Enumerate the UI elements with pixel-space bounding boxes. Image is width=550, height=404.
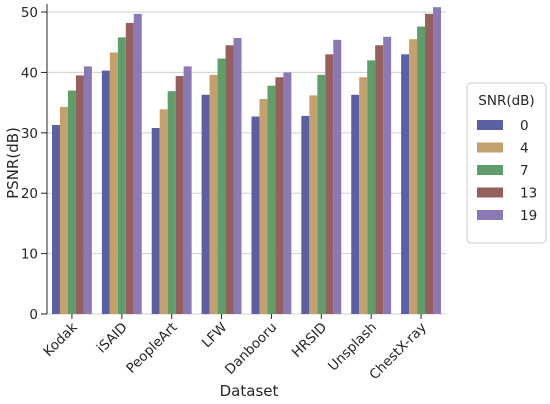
legend: SNR(dB) 0 4 7 13 19	[466, 82, 547, 244]
bar	[275, 77, 284, 314]
bar	[83, 66, 92, 315]
bar	[359, 77, 368, 314]
y-tick-label: 40	[21, 65, 38, 81]
bar	[167, 91, 176, 314]
bar	[183, 66, 192, 315]
legend-swatch	[477, 165, 503, 175]
bar	[151, 127, 160, 314]
bar	[125, 22, 134, 315]
bar	[75, 75, 84, 314]
bar	[333, 39, 342, 314]
y-axis-label: PSNR(dB)	[4, 127, 22, 199]
bar	[433, 7, 442, 314]
legend-swatch	[477, 142, 503, 153]
legend-swatch	[477, 210, 503, 220]
x-tick-label: Danbooru	[222, 320, 280, 378]
bar	[101, 70, 110, 315]
bar	[401, 54, 410, 315]
bar	[109, 52, 118, 315]
legend-swatch	[477, 120, 503, 130]
x-tick-label: HRSID	[289, 320, 330, 361]
bar	[375, 45, 384, 314]
bar	[259, 99, 268, 314]
bar	[383, 36, 392, 315]
bar	[201, 94, 210, 314]
bar	[267, 85, 276, 314]
bar	[51, 124, 60, 314]
x-tick-label: Kodak	[40, 319, 81, 360]
bar	[225, 45, 234, 314]
bar	[325, 54, 334, 315]
legend-label: 13	[520, 186, 537, 202]
bar	[67, 90, 76, 315]
legend-label: 0	[520, 118, 529, 134]
y-tick-label: 30	[21, 126, 38, 142]
x-tick-label: PeopleArt	[123, 320, 180, 377]
bar	[233, 38, 242, 314]
legend-items: 0 4 7 13 19	[477, 118, 537, 224]
bar	[417, 26, 426, 315]
bar	[367, 60, 376, 315]
bar	[133, 13, 142, 314]
bar	[409, 39, 418, 314]
y-tick-labels: 0 10 20 30 40 50	[21, 5, 47, 323]
legend-swatch	[477, 187, 503, 198]
x-axis-label: Dataset	[220, 382, 279, 400]
legend-label: 7	[520, 163, 529, 179]
bar	[59, 106, 68, 314]
y-tick-label: 0	[29, 307, 38, 323]
bar	[309, 95, 318, 314]
y-tick-label: 20	[21, 186, 38, 202]
legend-title: SNR(dB)	[478, 93, 534, 109]
bar	[159, 109, 168, 314]
bar	[217, 58, 226, 315]
legend-label: 19	[520, 208, 537, 224]
y-tick-label: 50	[21, 5, 38, 21]
bar	[317, 74, 326, 314]
bar	[209, 74, 218, 314]
y-tick-label: 10	[21, 247, 38, 263]
x-tick-label: LFW	[199, 320, 231, 352]
x-tick-label: iSAID	[94, 320, 131, 357]
bar	[175, 76, 184, 314]
legend-label: 4	[520, 141, 529, 157]
bar	[117, 37, 126, 314]
bars	[51, 7, 442, 315]
bar	[351, 94, 360, 314]
bar	[301, 115, 310, 314]
bar	[425, 13, 434, 314]
bar	[251, 116, 260, 315]
bar	[283, 72, 292, 315]
